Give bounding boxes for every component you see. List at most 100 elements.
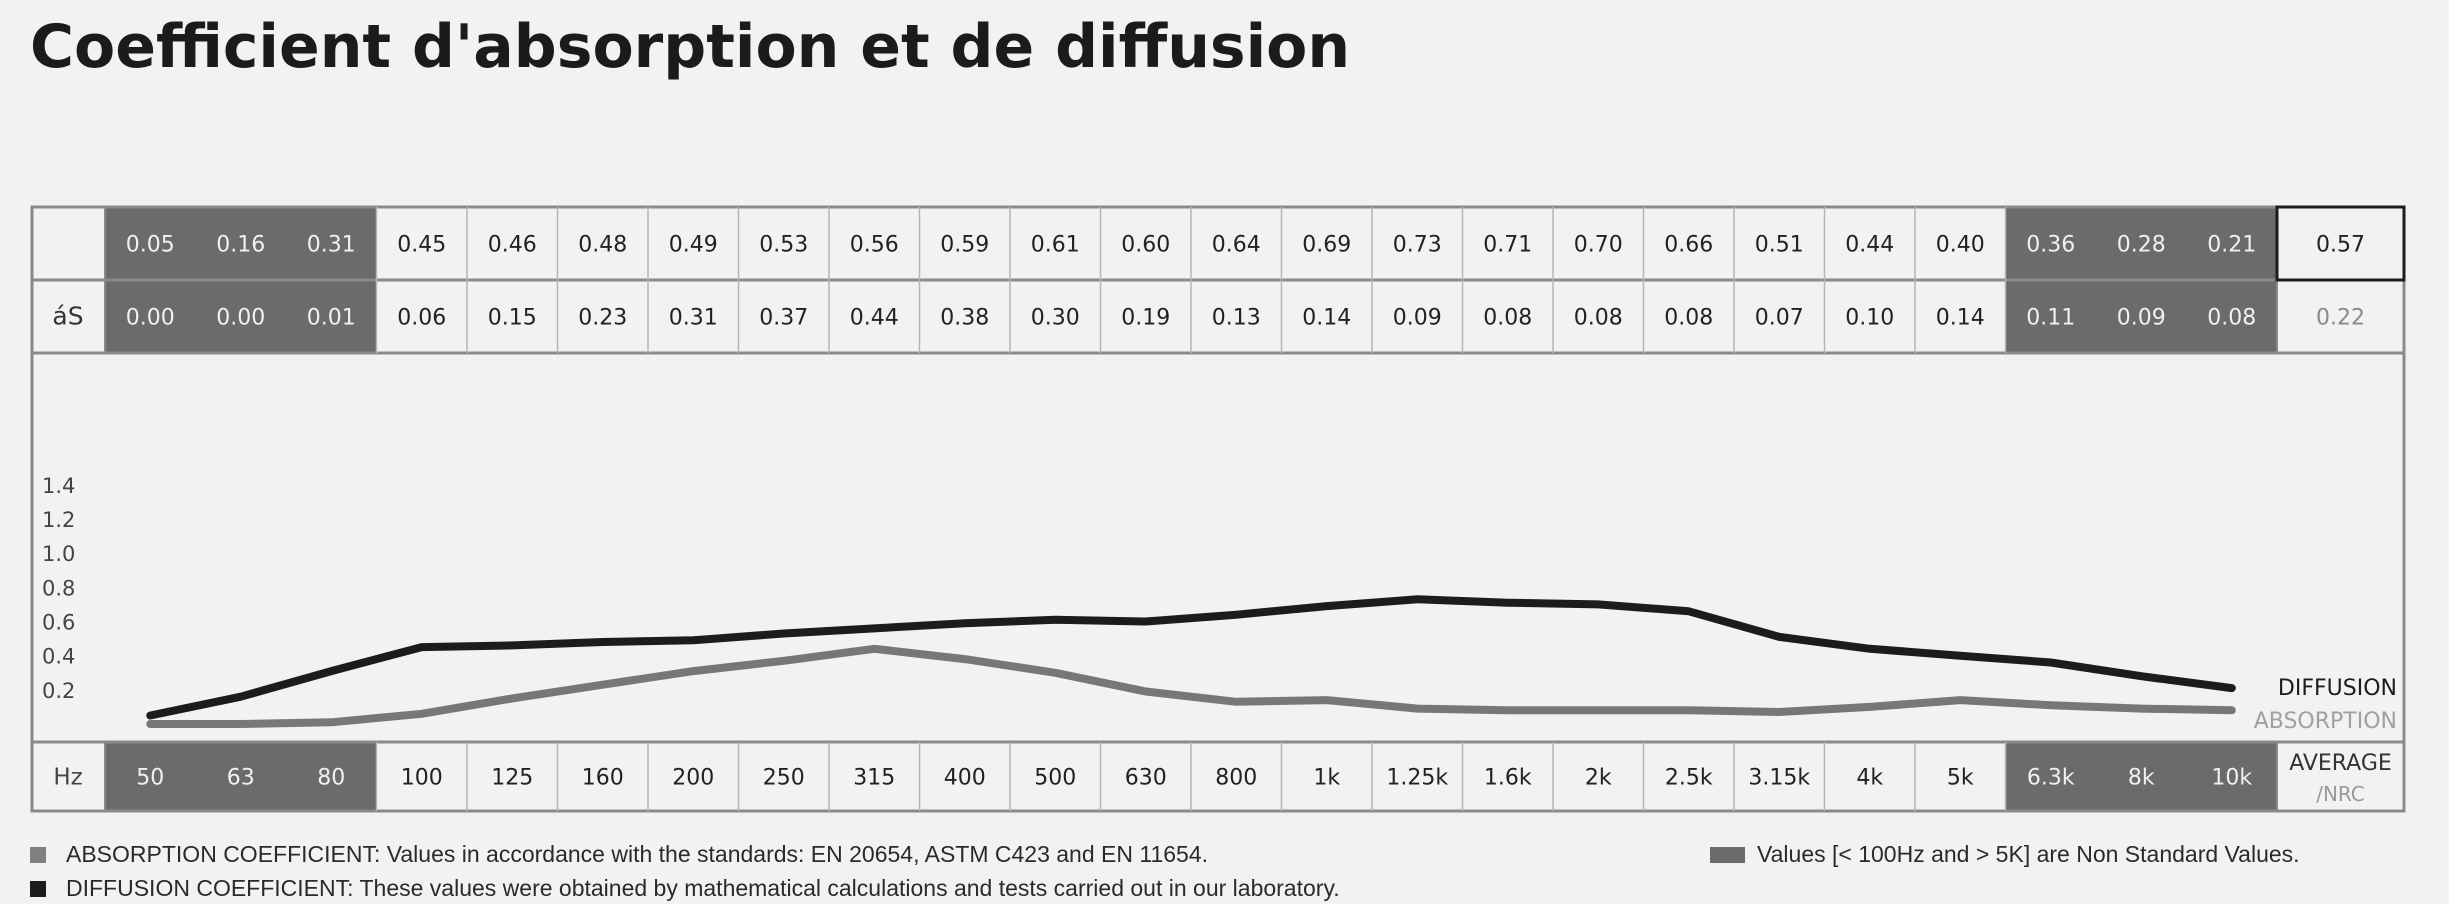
absorption-value-label: 0.15 xyxy=(488,306,537,331)
frequency-tick-label: 500 xyxy=(1034,766,1076,791)
y-tick-label: 1.0 xyxy=(42,542,75,566)
nonstandard-legend-text: Values [< 100Hz and > 5K] are Non Standa… xyxy=(1757,841,2300,867)
absorption-value-label: 0.09 xyxy=(1393,306,1442,331)
diffusion-average-value: 0.57 xyxy=(2316,233,2365,258)
absorption-value-label: 0.11 xyxy=(2026,306,2075,331)
frequency-tick-label: 200 xyxy=(672,766,714,791)
absorption-value-label: 0.08 xyxy=(2207,306,2256,331)
absorption-value-label: 0.00 xyxy=(126,306,175,331)
diffusion-series-line xyxy=(146,595,2236,720)
nonstandard-band xyxy=(105,207,377,280)
frequency-tick-label: 315 xyxy=(853,766,895,791)
absorption-value-label: 0.01 xyxy=(307,306,356,331)
diffusion-value-label: 0.40 xyxy=(1936,233,1985,258)
diffusion-value-label: 0.61 xyxy=(1031,233,1080,258)
frequency-tick-label: 5k xyxy=(1947,766,1974,791)
frequency-tick-label: 125 xyxy=(491,766,533,791)
diffusion-value-label: 0.73 xyxy=(1393,233,1442,258)
diffusion-value-label: 0.44 xyxy=(1845,233,1894,258)
non-standard-shading xyxy=(105,207,2277,811)
frequency-tick-label: 8k xyxy=(2128,766,2155,791)
absorption-value-label: 0.08 xyxy=(1483,306,1532,331)
frequency-tick-label: 1k xyxy=(1313,766,1340,791)
diffusion-value-label: 0.56 xyxy=(850,233,899,258)
diffusion-value-label: 0.05 xyxy=(126,233,175,258)
absorption-value-label: 0.13 xyxy=(1212,306,1261,331)
frequency-row-label: Hz xyxy=(53,765,82,791)
y-tick-label: 1.4 xyxy=(42,474,75,498)
frequency-tick-label: 2.5k xyxy=(1665,766,1713,791)
average-diffusion-cell xyxy=(2275,205,2406,282)
frequency-tick-label: 4k xyxy=(1856,766,1883,791)
nonstandard-band xyxy=(2005,280,2277,353)
absorption-value-label: 0.07 xyxy=(1755,306,1804,331)
table-borders xyxy=(30,205,2406,813)
y-tick-label: 0.6 xyxy=(42,611,75,635)
absorption-value-label: 0.08 xyxy=(1664,306,1713,331)
frequency-tick-label: 3.15k xyxy=(1748,766,1810,791)
absorption-row-label: áS xyxy=(52,302,83,331)
diffusion-value-label: 0.16 xyxy=(216,233,265,258)
diffusion-value-label: 0.71 xyxy=(1483,233,1532,258)
frequency-tick-label: 6.3k xyxy=(2027,766,2075,791)
diffusion-legend-text: DIFFUSION COEFFICIENT: These values were… xyxy=(66,875,1340,901)
absorption-value-label: 0.19 xyxy=(1121,306,1170,331)
diffusion-series-label: DIFFUSION xyxy=(2278,676,2397,701)
absorption-legend-text: ABSORPTION COEFFICIENT: Values in accord… xyxy=(66,841,1209,867)
diffusion-value-label: 0.36 xyxy=(2026,233,2075,258)
y-tick-label: 0.2 xyxy=(42,679,75,703)
absorption-value-label: 0.00 xyxy=(216,306,265,331)
absorption-value-label: 0.38 xyxy=(940,306,989,331)
nonstandard-band xyxy=(2005,207,2277,280)
absorption-value-label: 0.08 xyxy=(1574,306,1623,331)
absorption-value-label: 0.06 xyxy=(397,306,446,331)
diffusion-value-label: 0.28 xyxy=(2117,233,2166,258)
absorption-series-label: ABSORPTION xyxy=(2254,709,2397,734)
diffusion-value-label: 0.49 xyxy=(669,233,718,258)
legend-absorption: ABSORPTION COEFFICIENT: Values in accord… xyxy=(30,841,1208,868)
frequency-tick-label: 400 xyxy=(944,766,986,791)
absorption-value-label: 0.09 xyxy=(2117,306,2166,331)
diffusion-legend-swatch xyxy=(30,880,46,897)
nrc-label: /NRC xyxy=(2316,782,2365,806)
absorption-value-label: 0.14 xyxy=(1302,306,1351,331)
diffusion-value-label: 0.53 xyxy=(759,233,808,258)
absorption-value-label: 0.30 xyxy=(1031,306,1080,331)
nonstandard-band xyxy=(105,742,377,811)
frequency-tick-label: 630 xyxy=(1125,766,1167,791)
absorption-value-label: 0.44 xyxy=(850,306,899,331)
diffusion-value-label: 0.69 xyxy=(1302,233,1351,258)
nonstandard-legend-swatch xyxy=(1710,846,1745,863)
frequency-tick-label: 100 xyxy=(401,766,443,791)
y-tick-label: 0.4 xyxy=(42,645,75,669)
legend-nonstandard: Values [< 100Hz and > 5K] are Non Standa… xyxy=(1710,841,2300,868)
frequency-tick-label: 80 xyxy=(317,766,345,791)
plot-area: 0.2 0.4 0.6 0.8 1.0 1.2 1.4 DIFFUSION ABSORPTION xyxy=(42,474,2397,734)
absorption-series-line xyxy=(146,644,2236,728)
frequency-tick-label: 800 xyxy=(1215,766,1257,791)
table-text: áS Hz 0.05 0.16 0.31 0.45 0.46 0.48 0.49 0.53 0.56… xyxy=(52,233,2391,807)
diffusion-value-label: 0.46 xyxy=(488,233,537,258)
absorption-value-label: 0.14 xyxy=(1936,306,1985,331)
table-outline xyxy=(30,205,2406,813)
average-label: AVERAGE xyxy=(2289,751,2392,776)
nonstandard-band xyxy=(105,280,377,353)
frequency-tick-label: 160 xyxy=(582,766,624,791)
diffusion-value-label: 0.60 xyxy=(1121,233,1170,258)
diffusion-value-label: 0.66 xyxy=(1664,233,1713,258)
diffusion-value-label: 0.64 xyxy=(1212,233,1261,258)
legend-diffusion: DIFFUSION COEFFICIENT: These values were… xyxy=(30,875,1340,902)
absorption-value-label: 0.23 xyxy=(578,306,627,331)
absorption-value-label: 0.31 xyxy=(669,306,718,331)
frequency-tick-label: 250 xyxy=(763,766,805,791)
frequency-tick-label: 2k xyxy=(1585,766,1612,791)
diffusion-value-label: 0.59 xyxy=(940,233,989,258)
y-tick-label: 1.2 xyxy=(42,508,75,532)
diffusion-value-label: 0.21 xyxy=(2207,233,2256,258)
nonstandard-band xyxy=(2005,742,2277,811)
diffusion-value-label: 0.48 xyxy=(578,233,627,258)
diffusion-value-label: 0.45 xyxy=(397,233,446,258)
absorption-legend-swatch xyxy=(30,846,46,863)
page-title: Coefficient d'absorption et de diffusion xyxy=(30,12,1351,82)
